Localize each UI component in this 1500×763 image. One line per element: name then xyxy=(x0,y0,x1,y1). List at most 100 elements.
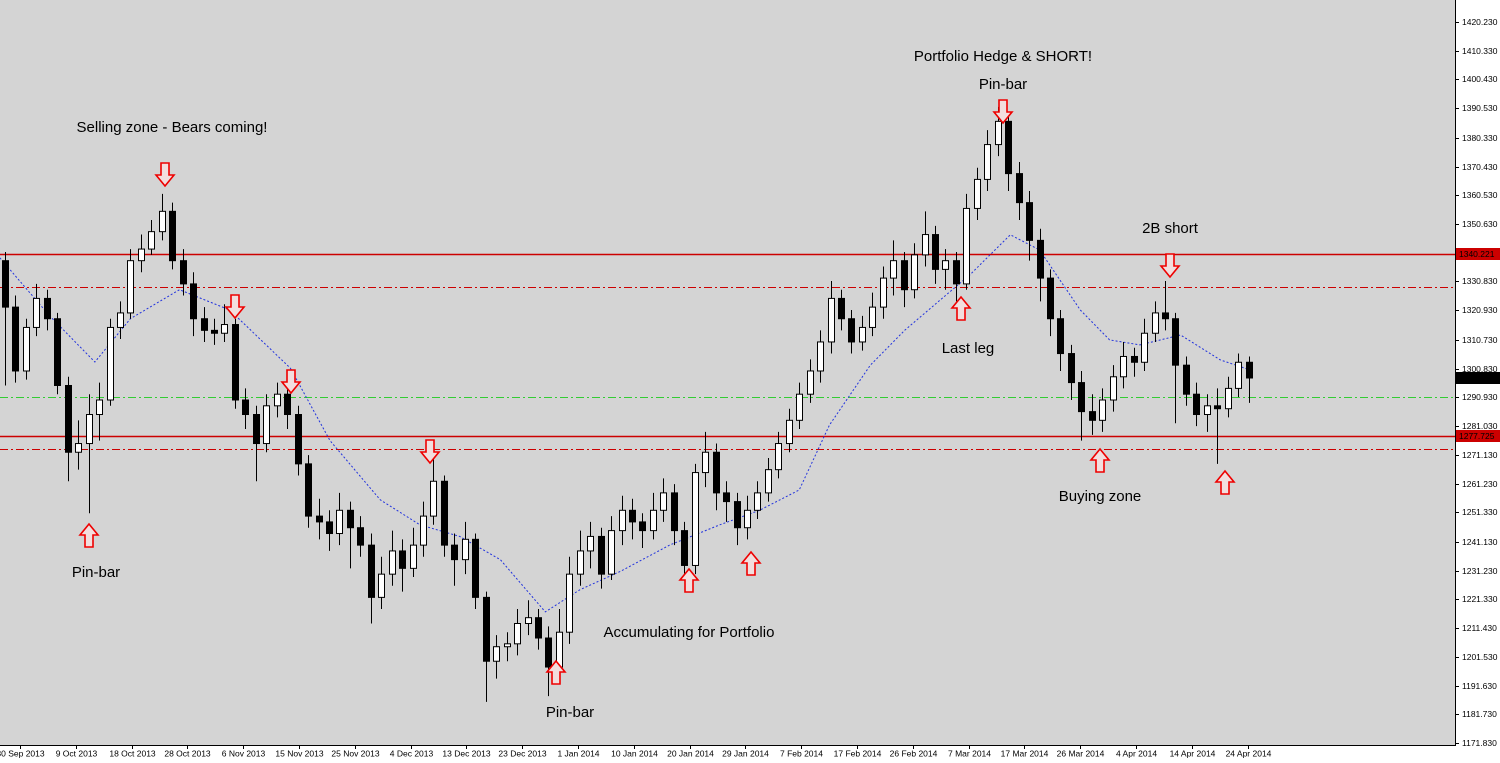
y-tick-label: 1171.830 xyxy=(1462,738,1497,748)
candle-body xyxy=(326,521,333,535)
candle-body xyxy=(316,515,323,523)
x-tick-label: 29 Jan 2014 xyxy=(722,748,769,758)
x-tick-label: 4 Dec 2013 xyxy=(390,748,434,758)
candle-body xyxy=(180,260,187,285)
candle-body xyxy=(44,297,51,320)
y-tick-label: 1420.230 xyxy=(1462,17,1498,27)
price-tag xyxy=(1456,248,1500,260)
candle-body xyxy=(796,393,803,421)
candle-body xyxy=(221,324,228,334)
x-tick-label: 25 Nov 2013 xyxy=(331,748,379,758)
candle-body xyxy=(1026,202,1033,241)
candle-body xyxy=(859,326,866,343)
candle-body xyxy=(911,254,918,291)
candle-body xyxy=(1037,239,1044,279)
x-tick-label: 24 Apr 2014 xyxy=(1226,748,1272,758)
annotation: Portfolio Hedge & SHORT! xyxy=(914,48,1092,65)
candle-body xyxy=(23,326,30,372)
y-tick-label: 1201.530 xyxy=(1462,652,1498,662)
candle-body xyxy=(1005,120,1012,175)
annotation: Selling zone - Bears coming! xyxy=(77,119,268,136)
candle-body xyxy=(211,329,218,334)
candle-body xyxy=(148,231,155,250)
y-tick-label: 1241.130 xyxy=(1462,537,1498,547)
y-tick-label: 1400.430 xyxy=(1462,74,1498,84)
candle-body xyxy=(608,530,615,575)
candle-body xyxy=(1089,411,1096,421)
candle-body xyxy=(765,469,772,494)
candle-body xyxy=(284,393,291,416)
x-tick-label: 17 Mar 2014 xyxy=(1001,748,1049,758)
candle-body xyxy=(33,297,40,328)
candle-body xyxy=(535,617,542,639)
candle-body xyxy=(86,414,93,445)
candle-body xyxy=(472,538,479,598)
candle-body xyxy=(744,509,751,529)
candle-body xyxy=(336,509,343,535)
candle-body xyxy=(1016,173,1023,204)
annotation: Last leg xyxy=(942,340,995,357)
candle-body xyxy=(639,521,646,532)
candle-body xyxy=(942,260,949,270)
candle-body xyxy=(545,637,552,668)
y-tick-label: 1330.830 xyxy=(1462,276,1498,286)
candle-body xyxy=(566,573,573,633)
candle-body xyxy=(1152,312,1159,334)
candle-body xyxy=(493,646,500,662)
annotation: Pin-bar xyxy=(72,564,120,581)
x-tick-label: 18 Oct 2013 xyxy=(109,748,156,758)
candle-body xyxy=(1235,361,1242,389)
candle-body xyxy=(242,399,249,416)
candle-body xyxy=(963,207,970,285)
x-tick-label: 23 Dec 2013 xyxy=(498,748,546,758)
price-tag-label: 1277.725 xyxy=(1459,431,1495,441)
y-tick-label: 1221.330 xyxy=(1462,594,1498,604)
candle-body xyxy=(629,509,636,523)
candle-body xyxy=(462,538,469,561)
y-tick-label: 1320.930 xyxy=(1462,305,1498,315)
candle-body xyxy=(295,414,302,465)
candle-body xyxy=(12,306,19,372)
x-tick-label: 9 Oct 2013 xyxy=(56,748,98,758)
candle-body xyxy=(1057,318,1064,355)
y-tick-label: 1271.130 xyxy=(1462,450,1498,460)
y-tick-label: 1290.930 xyxy=(1462,392,1498,402)
candle-body xyxy=(1214,405,1221,410)
y-tick-label: 1281.030 xyxy=(1462,421,1498,431)
candle-body xyxy=(786,419,793,445)
price-tag-label: 1297.582 xyxy=(1459,373,1495,383)
candle-body xyxy=(1193,393,1200,416)
y-tick-label: 1350.630 xyxy=(1462,219,1498,229)
candle-body xyxy=(807,370,814,395)
candle-body xyxy=(848,318,855,343)
y-tick-label: 1390.530 xyxy=(1462,103,1498,113)
annotation: Accumulating for Portfolio xyxy=(604,624,775,641)
candle-body xyxy=(389,550,396,575)
candle-body xyxy=(420,515,427,546)
candle-body xyxy=(201,318,208,331)
y-tick-label: 1211.430 xyxy=(1462,623,1497,633)
candle-body xyxy=(681,530,688,566)
candle-body xyxy=(1131,355,1138,363)
x-tick-label: 4 Apr 2014 xyxy=(1116,748,1157,758)
y-tick-label: 1360.530 xyxy=(1462,190,1498,200)
candle-body xyxy=(1120,355,1127,378)
candle-body xyxy=(828,297,835,343)
candle-body xyxy=(587,535,594,552)
candle-body xyxy=(702,451,709,474)
candle-body xyxy=(1141,332,1148,363)
y-tick-label: 1231.230 xyxy=(1462,566,1498,576)
candle-body xyxy=(650,509,657,532)
y-tick-label: 1410.330 xyxy=(1462,46,1498,56)
annotation: Pin-bar xyxy=(546,704,594,721)
candle-body xyxy=(368,544,375,598)
x-tick-label: 17 Feb 2014 xyxy=(834,748,882,758)
candle-body xyxy=(838,297,845,320)
candle-body xyxy=(817,341,824,372)
x-tick-label: 7 Mar 2014 xyxy=(948,748,991,758)
candle-body xyxy=(1246,361,1253,379)
candle-body xyxy=(1225,387,1232,410)
candle-body xyxy=(451,544,458,561)
candle-body xyxy=(995,120,1002,146)
